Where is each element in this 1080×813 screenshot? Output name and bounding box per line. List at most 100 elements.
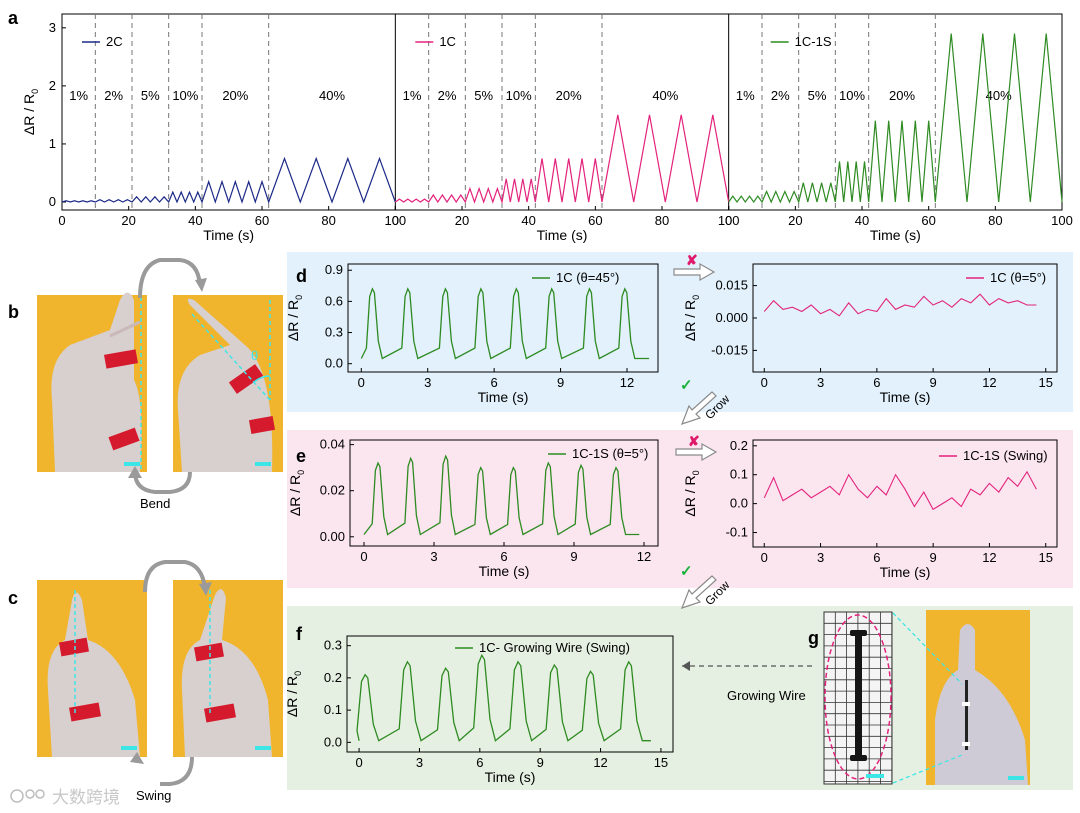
y-tick-label: -0.015 — [711, 342, 748, 357]
x-tick-label: 60 — [588, 213, 602, 228]
y-axis-label: ΔR / R0 — [682, 470, 701, 516]
x-axis-label: Time (s) — [880, 389, 931, 405]
x-axis-label: Time (s) — [537, 227, 588, 243]
strain-label: 5% — [808, 88, 827, 103]
cross-icon: ✘ — [688, 433, 700, 449]
x-tick-label: 3 — [416, 755, 423, 770]
y-tick-label: 0.2 — [324, 670, 342, 685]
cross-icon: ✘ — [686, 252, 698, 268]
y-tick-label: 0.00 — [320, 529, 345, 544]
x-tick-label: 6 — [476, 755, 483, 770]
chart-d2: 0 3 6 9 12 15 -0.015 0.000 0.015 Time (s) ΔR / R0 1… — [682, 263, 1058, 405]
panel-label-a: a — [8, 8, 19, 28]
y-axis-label: ΔR / R0 — [21, 89, 40, 135]
x-tick-label: 100 — [384, 213, 406, 228]
x-axis-label: Time (s) — [870, 227, 921, 243]
arrow-right-d-icon — [673, 262, 716, 282]
x-tick-label: 9 — [537, 755, 544, 770]
plot-frame — [752, 439, 1058, 548]
strain-label: 2% — [438, 88, 457, 103]
x-tick-label: 12 — [982, 550, 996, 565]
plot-frame — [346, 635, 674, 753]
strain-label: 5% — [474, 88, 493, 103]
x-axis-label: Time (s) — [203, 227, 254, 243]
x-tick-label: 0 — [392, 213, 399, 228]
x-axis-label: Time (s) — [479, 563, 530, 579]
x-axis-label: Time (s) — [485, 769, 536, 785]
photo-c-left — [37, 580, 147, 757]
theta-label: θ — [251, 348, 258, 363]
x-tick-label: 40 — [521, 213, 535, 228]
finger-photo-g — [926, 610, 1030, 785]
x-tick-label: 0 — [360, 549, 367, 564]
x-tick-label: 0 — [761, 550, 768, 565]
y-tick-label: 0.0 — [325, 356, 343, 371]
x-tick-label: 15 — [654, 755, 668, 770]
strain-label: 2% — [104, 88, 123, 103]
highlight-ellipse — [824, 614, 892, 780]
strain-label: 40% — [319, 88, 345, 103]
y-tick-label: 0.1 — [730, 467, 748, 482]
bend-arrow-bottom-icon — [133, 471, 192, 494]
panel-label-b: b — [8, 302, 19, 322]
check-icon: ✓ — [680, 563, 693, 580]
arrowhead-icon — [682, 661, 690, 671]
strain-label: 1% — [736, 88, 755, 103]
legend-label: 1C-1S (Swing) — [963, 448, 1048, 463]
chart-f: 0 3 6 9 12 15 0.0 0.1 0.2 0.3 Time (s) ΔR / R0 1C- G… — [284, 635, 674, 785]
growing-wire-label: Growing Wire — [727, 688, 806, 703]
panel-d-background — [287, 252, 1073, 412]
y-tick-label: 0.6 — [325, 293, 343, 308]
strain-label: 20% — [222, 88, 248, 103]
scale-bar-icon — [866, 774, 884, 778]
x-tick-label: 0 — [355, 755, 362, 770]
x-tick-label: 80 — [655, 213, 669, 228]
x-tick-label: 80 — [321, 213, 335, 228]
x-tick-label: 40 — [188, 213, 202, 228]
y-tick-label: 0 — [49, 194, 56, 209]
legend-label: 1C (θ=5°) — [990, 270, 1046, 285]
signal-line — [763, 470, 1037, 511]
scale-bar-icon — [255, 462, 271, 466]
x-tick-label: 0 — [358, 375, 365, 390]
zoom-line-bottom — [892, 754, 963, 784]
arrowhead-icon — [130, 752, 144, 764]
strain-label: 1% — [69, 88, 88, 103]
x-tick-label: 60 — [921, 213, 935, 228]
wire-end-bottom — [850, 755, 867, 761]
y-tick-label: 0.0 — [324, 734, 342, 749]
y-axis-label: ΔR / R0 — [682, 295, 701, 341]
legend-label: 1C- Growing Wire (Swing) — [479, 640, 630, 655]
x-tick-label: 100 — [1051, 213, 1073, 228]
y-tick-label: 0.3 — [324, 638, 342, 653]
strain-label: 10% — [839, 88, 865, 103]
swing-label: Swing — [136, 788, 171, 803]
legend-label: 1C — [439, 34, 456, 49]
arrowhead-icon — [128, 466, 142, 478]
x-tick-label: 9 — [930, 550, 937, 565]
x-tick-label: 3 — [817, 375, 824, 390]
panel-label-g: g — [808, 628, 819, 648]
scale-bar-icon — [255, 746, 271, 750]
strain-label: 10% — [172, 88, 198, 103]
arrow-down-e-icon — [680, 575, 717, 609]
strain-label: 10% — [506, 88, 532, 103]
panel-label-f: f — [296, 624, 303, 644]
y-tick-label: 0.0 — [730, 496, 748, 511]
x-axis-label: Time (s) — [478, 389, 529, 405]
chart-e2: 0 3 6 9 12 15 -0.1 0.0 0.1 0.2 Time (s) ΔR / R0 1C-1… — [682, 438, 1058, 580]
y-tick-label: 0.015 — [715, 278, 748, 293]
angle-line — [189, 311, 271, 401]
growing-wire-body — [855, 634, 862, 759]
x-tick-label: 6 — [500, 549, 507, 564]
strain-label: 40% — [652, 88, 678, 103]
y-axis-label: ΔR / R0 — [287, 470, 306, 516]
signal-line — [356, 653, 651, 742]
arrowhead-icon — [199, 582, 212, 596]
x-tick-label: 12 — [982, 375, 996, 390]
x-tick-label: 12 — [637, 549, 651, 564]
x-tick-label: 9 — [930, 375, 937, 390]
x-tick-label: 40 — [855, 213, 869, 228]
y-axis-label: ΔR / R0 — [284, 671, 303, 717]
